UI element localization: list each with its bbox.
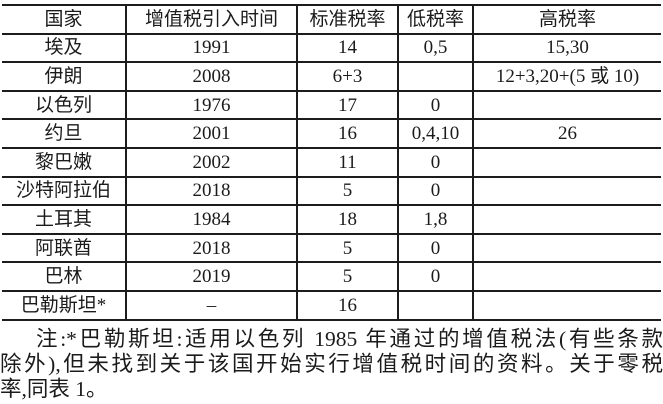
footnote-line-1: 注:*巴勒斯坦:适用以色列 1985 年通过的增值税法(有些条款 — [36, 327, 663, 351]
table-cell-intro_year: 1976 — [125, 89, 298, 121]
table-cell-standard_rate: 16 — [296, 289, 399, 321]
table-row: 埃及 1991 14 0,5 15,30 — [2, 32, 661, 64]
table-cell-country: 埃及 — [2, 32, 127, 64]
table-cell-high_rate: 26 — [472, 118, 661, 149]
table-row: 巴勒斯坦* –16 — [2, 289, 661, 321]
table-cell-country: 巴林 — [2, 261, 127, 292]
table-cell-intro_year: 2008 — [125, 61, 298, 92]
footnote: 注:*巴勒斯坦:适用以色列 1985 年通过的增值税法(有些条款 除外),但未找… — [0, 327, 663, 402]
table-cell-low_rate — [397, 61, 474, 92]
table-cell-standard_rate: 16 — [296, 118, 399, 149]
table-cell-low_rate: 1,8 — [397, 204, 474, 235]
table-cell-intro_year: 1984 — [125, 204, 298, 235]
table-cell-low_rate: 0 — [397, 175, 474, 207]
table-cell-standard_rate: 14 — [296, 32, 399, 64]
table-cell-intro_year: 2018 — [125, 232, 298, 264]
table-cell-standard_rate: 5 — [296, 261, 399, 292]
table-row: 约旦 2001 16 0,4,10 26 — [2, 118, 661, 149]
table-cell-low_rate: 0 — [397, 232, 474, 264]
table-cell-high_rate — [472, 175, 661, 207]
table-cell-country: 沙特阿拉伯 — [2, 175, 127, 207]
column-header-4: 高税率 — [472, 4, 661, 35]
table-cell-low_rate — [397, 289, 474, 321]
table-row: 以色列 1976 17 0 — [2, 89, 661, 121]
column-header-3: 低税率 — [397, 4, 474, 35]
table-row: 巴林 2019 5 0 — [2, 261, 661, 292]
table-cell-high_rate — [472, 232, 661, 264]
table-cell-country: 以色列 — [2, 89, 127, 121]
vat-table: 国家 增值税引入时间 标准税率 低税率 高税率 埃及 1991 14 0,5 15,30 伊朗 20… — [2, 4, 661, 321]
table-cell-low_rate: 0 — [397, 89, 474, 121]
table-cell-high_rate — [472, 204, 661, 235]
table-row: 阿联酋 2018 5 0 — [2, 232, 661, 264]
table-cell-high_rate — [472, 146, 661, 178]
table-row: 伊朗 2008 6+3 12+3,20+(5 或 10) — [2, 61, 661, 92]
table-cell-low_rate: 0 — [397, 146, 474, 178]
table-cell-standard_rate: 5 — [296, 175, 399, 207]
table-cell-country: 约旦 — [2, 118, 127, 149]
table-cell-high_rate: 12+3,20+(5 或 10) — [472, 61, 661, 92]
table-cell-country: 伊朗 — [2, 61, 127, 92]
table-cell-low_rate: 0,4,10 — [397, 118, 474, 149]
table-cell-intro_year: 2018 — [125, 175, 298, 207]
table-row: 土耳其 1984 18 1,8 — [2, 204, 661, 235]
table-cell-low_rate: 0 — [397, 261, 474, 292]
footnote-line-3: 率,同表 1。 — [0, 377, 108, 401]
table-cell-intro_year: 1991 — [125, 32, 298, 64]
table-cell-low_rate: 0,5 — [397, 32, 474, 64]
table-cell-high_rate — [472, 89, 661, 121]
table-cell-high_rate — [472, 261, 661, 292]
table-cell-standard_rate: 6+3 — [296, 61, 399, 92]
column-header-1: 增值税引入时间 — [125, 4, 298, 35]
table-cell-high_rate: 15,30 — [472, 32, 661, 64]
table-header-row: 国家 增值税引入时间 标准税率 低税率 高税率 — [2, 4, 661, 35]
table-cell-country: 巴勒斯坦* — [2, 289, 127, 321]
table-cell-intro_year: 2019 — [125, 261, 298, 292]
table-row: 黎巴嫩 2002 11 0 — [2, 146, 661, 178]
table-cell-country: 阿联酋 — [2, 232, 127, 264]
table-cell-country: 黎巴嫩 — [2, 146, 127, 178]
table-cell-intro_year: – — [125, 289, 298, 321]
table-body: 埃及 1991 14 0,5 15,30 伊朗 2008 6+3 12+3,20+(5 或 10… — [2, 32, 661, 321]
column-header-2: 标准税率 — [296, 4, 399, 35]
footnote-line-2: 除外),但未找到关于该国开始实行增值税时间的资料。关于零税 — [0, 352, 663, 376]
table-cell-intro_year: 2002 — [125, 146, 298, 178]
table-cell-intro_year: 2001 — [125, 118, 298, 149]
table-cell-standard_rate: 18 — [296, 204, 399, 235]
table-cell-country: 土耳其 — [2, 204, 127, 235]
table-row: 沙特阿拉伯 2018 5 0 — [2, 175, 661, 207]
table-cell-standard_rate: 11 — [296, 146, 399, 178]
table-cell-standard_rate: 5 — [296, 232, 399, 264]
table-cell-standard_rate: 17 — [296, 89, 399, 121]
table-cell-high_rate — [472, 289, 661, 321]
column-header-0: 国家 — [2, 4, 127, 35]
